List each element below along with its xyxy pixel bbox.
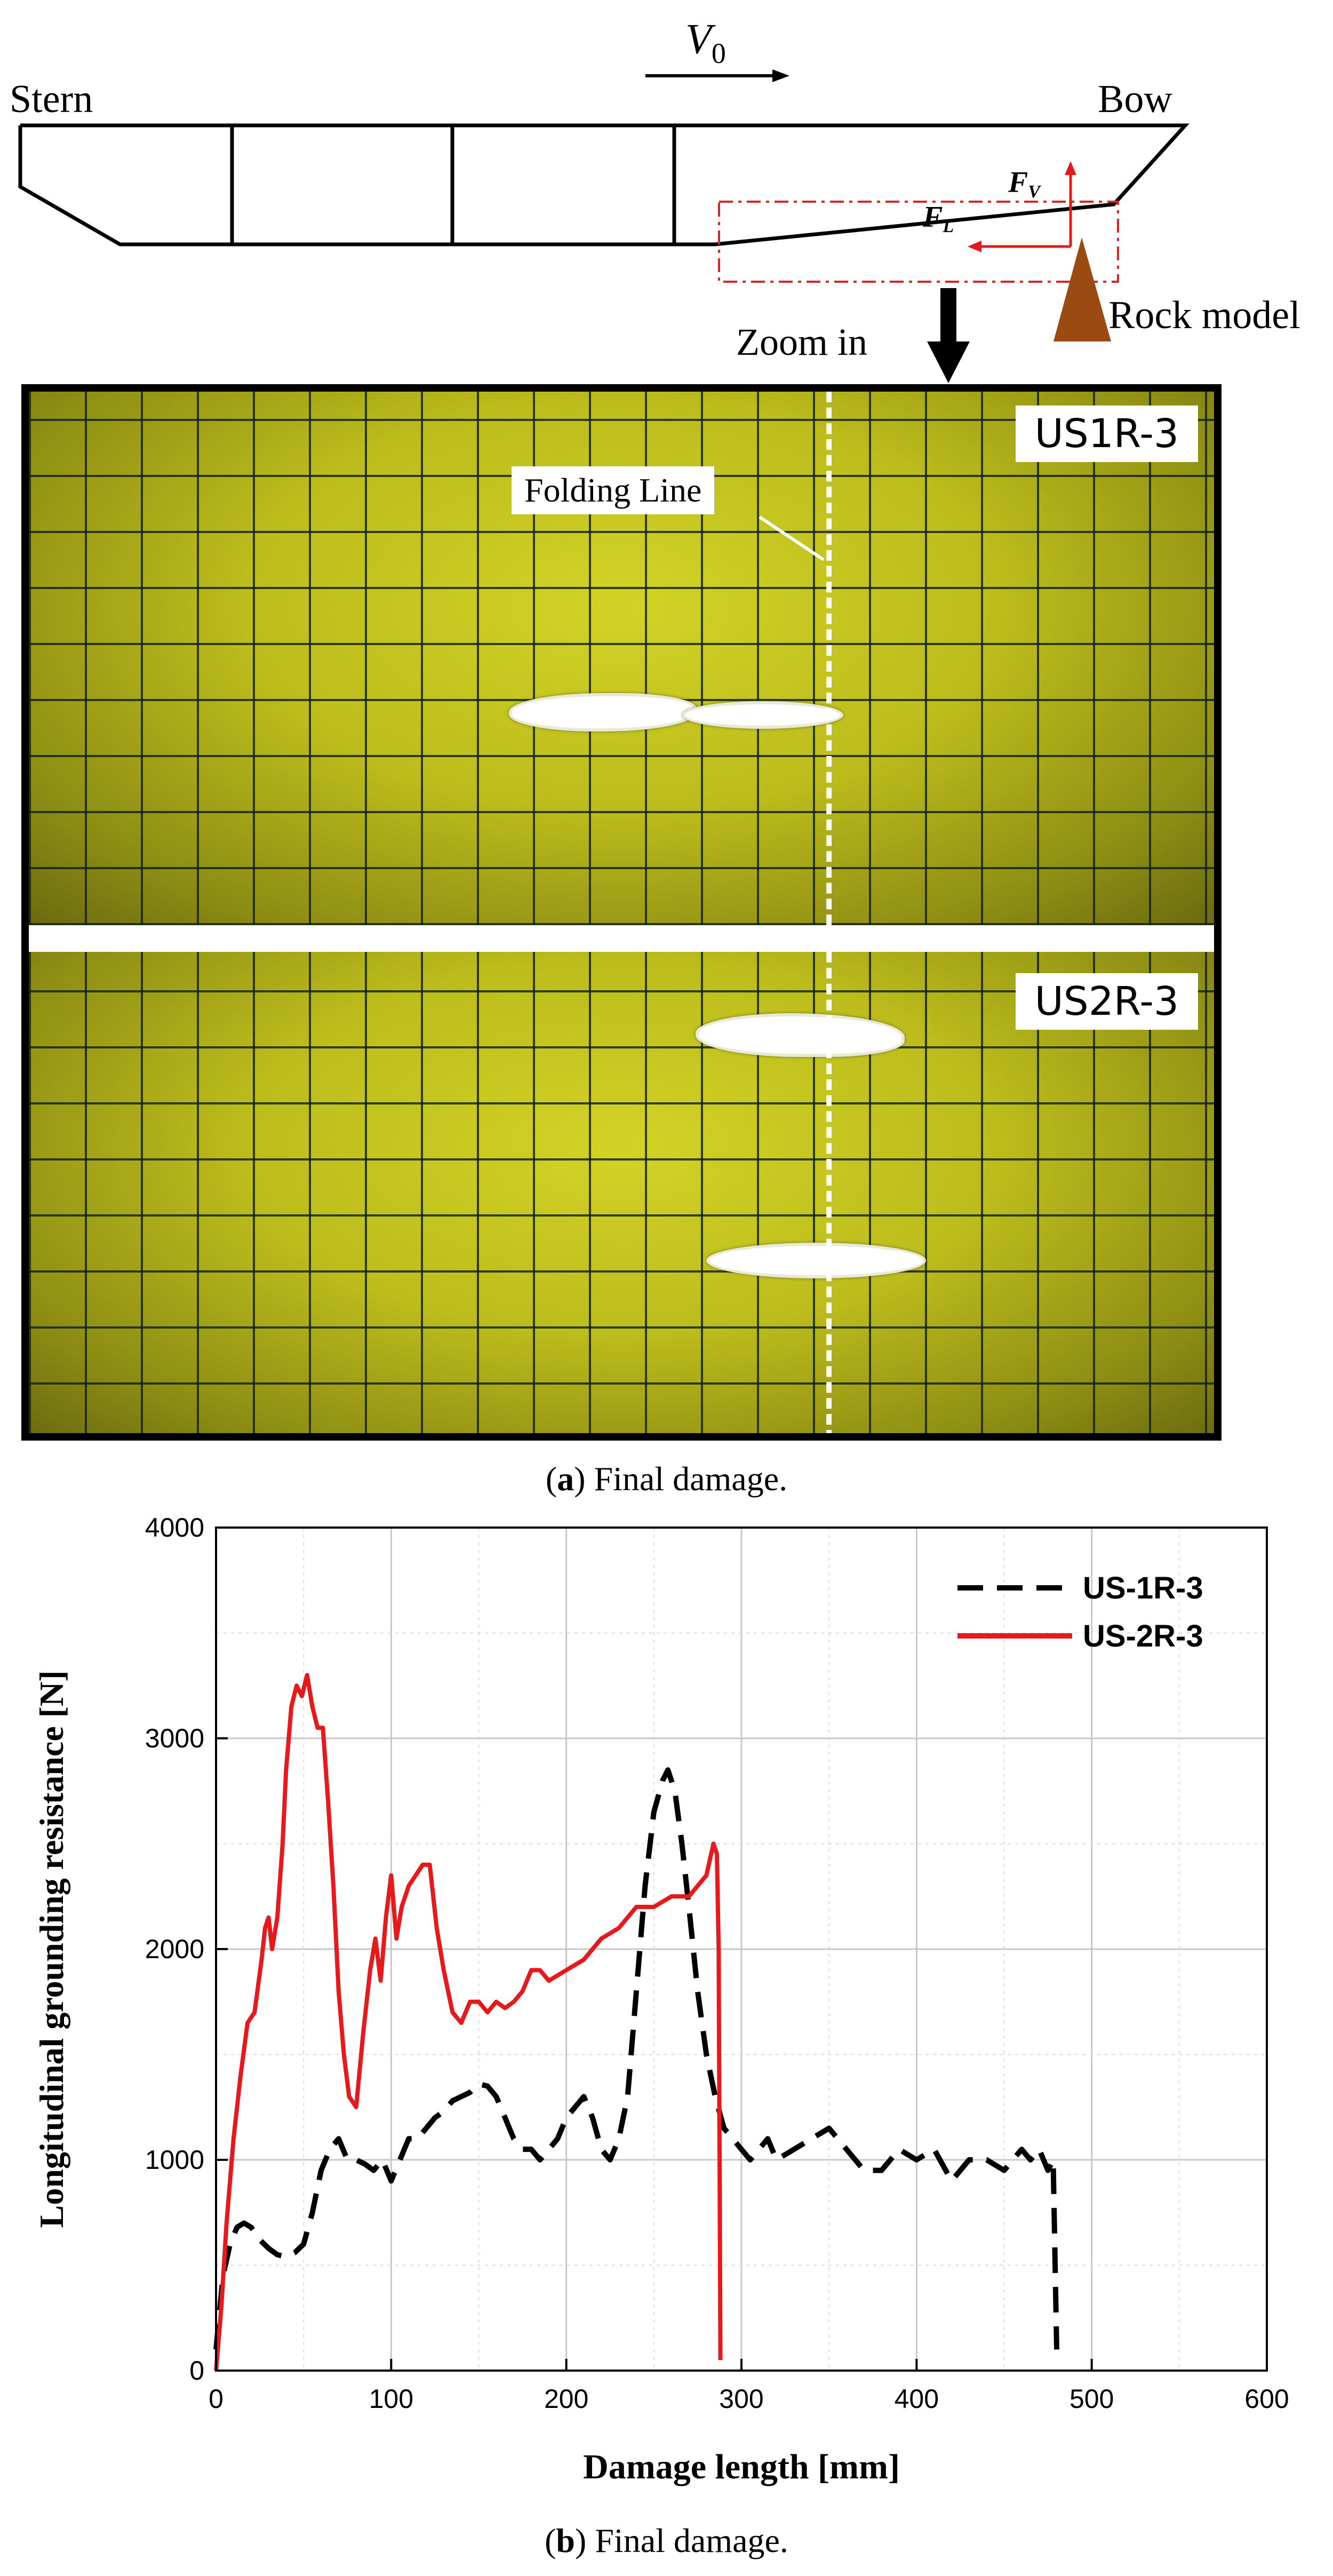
photo-separator [29, 925, 1214, 952]
velocity-subscript: 0 [712, 37, 726, 69]
damage-tear [682, 701, 843, 729]
velocity-label: V0 [685, 16, 726, 69]
fl-arrowhead-icon [968, 241, 981, 252]
caption-a: (a) Final damage. [545, 1460, 788, 1498]
velocity-arrowhead-icon [772, 69, 789, 82]
series-line-us-1r-3 [213, 1767, 1059, 2350]
zoom-arrow-shaft [940, 288, 956, 347]
photo-us1r3: Folding Line US1R-3 [29, 392, 1214, 925]
x-tick-label: 100 [369, 2384, 413, 2414]
rock-model-icon [1053, 237, 1111, 341]
x-tick-label: 200 [544, 2384, 588, 2414]
caption-a-text: Final damage. [585, 1460, 788, 1498]
photo-grid [29, 952, 1214, 1433]
hull-outline [18, 123, 1190, 247]
ship-schematic: Stern Bow V0 FV FL Rock model Zoom in [10, 16, 1300, 383]
fv-symbol: F [1008, 166, 1028, 199]
photo-us2r3: US2R-3 [29, 952, 1214, 1433]
bow-label: Bow [1098, 77, 1172, 121]
caption-b: (b) Final damage. [545, 2522, 788, 2559]
fl-label: FL [922, 201, 954, 236]
folding-line-pointer [759, 515, 825, 561]
x-tick-label: 400 [895, 2384, 939, 2414]
fl-subscript: L [942, 217, 954, 236]
y-tick-label: 4000 [145, 1513, 204, 1543]
series-line-us-2r-3 [214, 1673, 723, 2371]
fv-arrowhead-icon [1065, 161, 1076, 175]
caption-a-letter: a [557, 1460, 574, 1498]
resistance-chart: 0 100 200 300 400 500 600 0 1000 2000 3000 4000 Dam… [33, 1513, 1289, 2486]
damage-tear [706, 1243, 926, 1278]
y-tick-label: 2000 [145, 1934, 204, 1964]
zoom-arrow-icon [927, 341, 970, 383]
fv-subscript: V [1028, 182, 1041, 202]
folding-line [826, 952, 832, 1433]
x-axis-label: Damage length [mm] [583, 2447, 900, 2486]
x-tick-label: 500 [1069, 2384, 1114, 2414]
y-axis-label: Longitudinal grounding resistance [N] [33, 1671, 70, 2228]
tick-layer: 0 100 200 300 400 500 600 0 1000 2000 3000 4000 [145, 1513, 1289, 2414]
x-tick-label: 600 [1244, 2384, 1289, 2414]
legend-label: US-1R-3 [1083, 1571, 1203, 1605]
zoom-in-label: Zoom in [736, 321, 867, 363]
stern-label: Stern [10, 77, 93, 121]
folding-line-label: Folding Line [512, 466, 715, 514]
y-tick-label: 1000 [145, 2145, 204, 2175]
x-tick-label: 300 [719, 2384, 763, 2414]
velocity-symbol: V [685, 16, 716, 63]
damage-tear [696, 1013, 905, 1057]
fl-symbol: F [922, 201, 943, 234]
specimen-label-top: US1R-3 [1015, 406, 1198, 462]
damage-photo-panel: Folding Line US1R-3 US2R-3 [21, 384, 1222, 1441]
caption-b-text: Final damage. [586, 2522, 788, 2559]
x-tick-label: 0 [209, 2384, 224, 2414]
series-layer [213, 1673, 1059, 2371]
folding-line [826, 392, 832, 925]
fv-label: FV [1008, 166, 1041, 202]
legend-label: US-2R-3 [1083, 1619, 1203, 1653]
y-tick-label: 3000 [145, 1723, 204, 1753]
zoom-region-box [718, 201, 1119, 283]
specimen-label-bottom: US2R-3 [1015, 973, 1198, 1030]
legend: US-1R-3 US-2R-3 [957, 1571, 1203, 1653]
y-tick-label: 0 [189, 2356, 204, 2386]
plot-frame [215, 1526, 1268, 2372]
rock-model-label: Rock model [1108, 293, 1300, 337]
caption-b-letter: b [556, 2522, 576, 2559]
